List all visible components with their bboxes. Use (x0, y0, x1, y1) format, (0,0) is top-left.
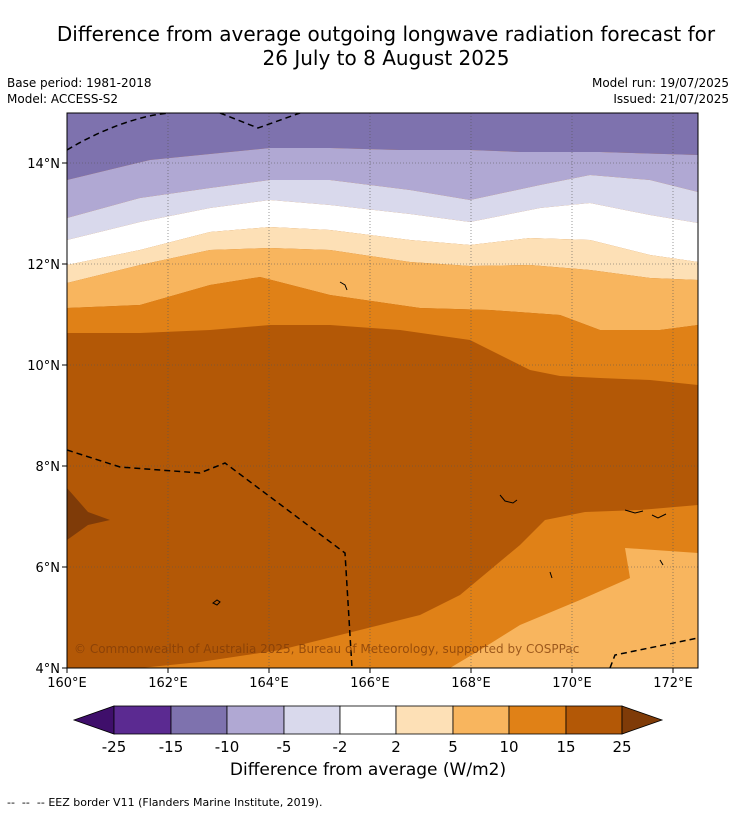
colorbar-segment (170, 705, 228, 735)
colorbar-max-extend (621, 705, 664, 735)
eez-dash-symbol: -- -- -- (7, 796, 49, 809)
colorbar-tick: -5 (277, 738, 292, 756)
lat-tick-label: 12°N (27, 258, 60, 273)
lon-tick-label: 166°E (350, 676, 390, 691)
lat-tick-label: 6°N (36, 561, 61, 576)
map-figure: © Commonwealth of Australia 2025, Bureau… (27, 112, 699, 756)
colorbar-segment (395, 705, 454, 735)
lat-tick-label: 10°N (27, 359, 60, 374)
meta-left: Base period: 1981-2018 Model: ACCESS-S2 (7, 75, 152, 107)
colorbar-tick: 25 (612, 738, 631, 756)
lon-tick-label: 164°E (249, 676, 289, 691)
map-gridlines (67, 113, 698, 668)
anomaly-band-minus15-minus10 (67, 113, 698, 180)
colorbar-tick: -2 (333, 738, 348, 756)
anomaly-band-5-10 (67, 248, 698, 330)
lon-axis: 160°E 162°E 164°E 166°E 168°E 170°E 172°… (47, 668, 693, 691)
map-plot-area: © Commonwealth of Australia 2025, Bureau… (67, 113, 698, 668)
anomaly-band-10-15-north (67, 277, 698, 385)
lat-axis: 14°N 12°N 10°N 8°N 6°N 4°N (27, 157, 67, 677)
colorbar-segment (226, 705, 285, 735)
base-period: Base period: 1981-2018 (7, 76, 152, 90)
map-title: Difference from average outgoing longwav… (0, 22, 736, 70)
colorbar-segment (113, 705, 172, 735)
colorbar-segment (565, 705, 623, 735)
title-line-1: Difference from average outgoing longwav… (56, 22, 716, 46)
colorbar-segment (508, 705, 567, 735)
eez-borders (67, 113, 698, 668)
lon-tick-label: 162°E (148, 676, 188, 691)
colorbar-min-extend (72, 705, 115, 735)
meta-right: Model run: 19/07/2025 Issued: 21/07/2025 (592, 75, 729, 107)
colorbar-tick: -25 (102, 738, 127, 756)
lat-tick-label: 4°N (36, 662, 61, 677)
eez-legend-text: EEZ border V11 (Flanders Marine Institut… (48, 796, 323, 809)
lon-tick-label: 160°E (47, 676, 87, 691)
colorbar-tick: -10 (215, 738, 240, 756)
colorbar-segment (339, 705, 397, 735)
lon-tick-label: 172°E (653, 676, 693, 691)
colorbar-tick: 15 (556, 738, 575, 756)
eez-legend: -- -- -- EEZ border V11 (Flanders Marine… (7, 796, 322, 809)
model-name: Model: ACCESS-S2 (7, 92, 119, 106)
copyright-text: © Commonwealth of Australia 2025, Bureau… (74, 642, 579, 656)
model-run: Model run: 19/07/2025 (591, 76, 729, 90)
anomaly-band-minus2-2 (67, 200, 698, 265)
colorbar-segment (452, 705, 510, 735)
lon-tick-label: 168°E (451, 676, 491, 691)
colorbar-label: Difference from average (W/m2) (229, 760, 507, 780)
colorbar-tick: 2 (391, 738, 401, 756)
anomaly-band-minus10-minus5 (67, 148, 698, 218)
map-frame (66, 112, 699, 669)
colorbar-tick: 10 (499, 738, 518, 756)
anomaly-band-2-5 (67, 227, 698, 283)
lat-tick-label: 8°N (36, 460, 61, 475)
title-line-2: 26 July to 8 August 2025 (262, 46, 510, 70)
lat-tick-label: 14°N (27, 157, 60, 172)
islands (212, 281, 667, 606)
anomaly-band-5-10-south (450, 548, 698, 668)
lon-tick-label: 170°E (552, 676, 592, 691)
anomaly-band-25-plus (67, 488, 110, 540)
colorbar: -25 -15 -10 -5 -2 2 5 10 15 25 (72, 705, 664, 756)
colorbar-tick: 5 (448, 738, 458, 756)
colorbar-segment (283, 705, 341, 735)
anomaly-band-minus5-minus2 (67, 175, 698, 240)
colorbar-tick: -15 (159, 738, 184, 756)
issued-date: Issued: 21/07/2025 (613, 92, 729, 106)
